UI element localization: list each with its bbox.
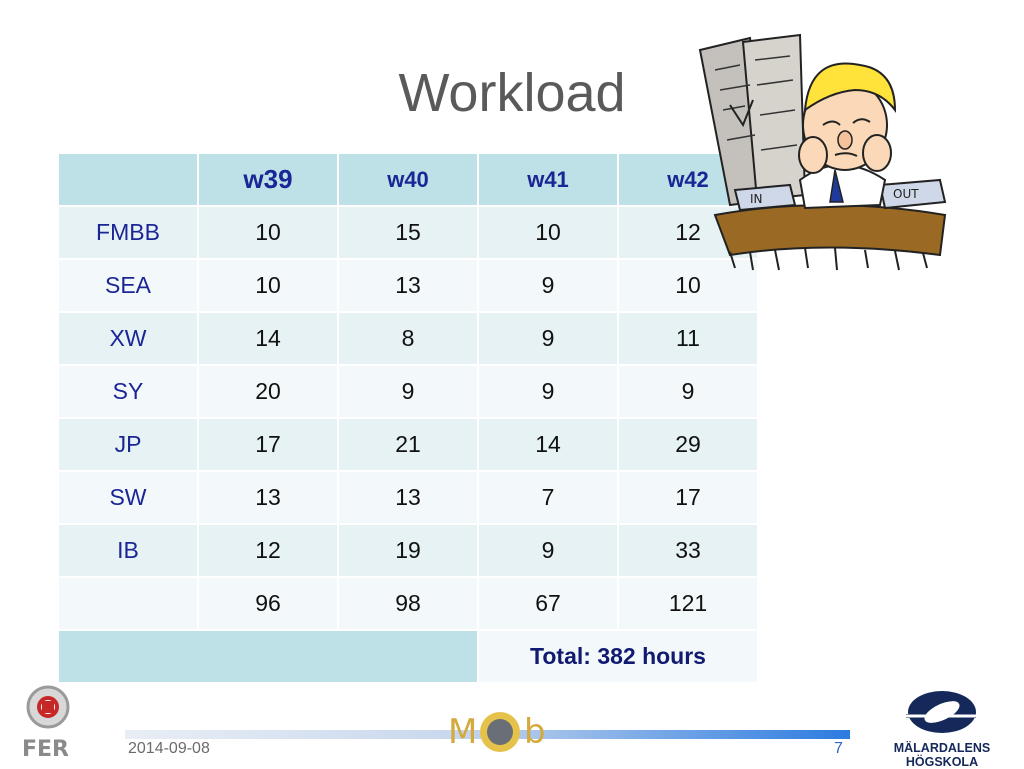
row-label: XW [57,311,199,366]
mdh-logo: MÄLARDALENS HÖGSKOLA [862,688,1022,769]
row-label: IB [57,523,199,578]
cell-value: 13 [197,470,339,525]
workload-table: w39 w40 w41 w42 FMBB 10 15 10 12 SEA 10 … [57,152,759,684]
overworked-clerk-clipart: IN OUT [698,33,947,271]
cell-value: 7 [477,470,619,525]
cell-value: 10 [197,258,339,313]
total-hours: Total: 382 hours [477,629,759,684]
header-row: w39 w40 w41 w42 [57,152,759,207]
total-row: Total: 382 hours [57,629,759,684]
cell-value: 9 [477,258,619,313]
header-cell-w39: w39 [197,152,339,207]
table-row: IB 12 19 9 33 [57,523,759,578]
cell-value: 33 [617,523,759,578]
row-label: JP [57,417,199,472]
cell-value: 21 [337,417,479,472]
table-row: FMBB 10 15 10 12 [57,205,759,260]
cell-value: 8 [337,311,479,366]
header-cell-w40: w40 [337,152,479,207]
sum-value: 121 [617,576,759,631]
table-row: SW 13 13 7 17 [57,470,759,525]
mdh-logo-text: MÄLARDALENS HÖGSKOLA [893,741,991,769]
row-label: SEA [57,258,199,313]
cell-value: 9 [337,364,479,419]
cell-value: 13 [337,470,479,525]
cell-value: 15 [337,205,479,260]
cell-value: 12 [197,523,339,578]
row-label: SY [57,364,199,419]
cell-value: 9 [477,364,619,419]
header-cell-w41: w41 [477,152,619,207]
sum-value: 96 [197,576,339,631]
table-row: JP 17 21 14 29 [57,417,759,472]
cell-value: 20 [197,364,339,419]
row-label: SW [57,470,199,525]
sum-row: 96 98 67 121 [57,576,759,631]
fer-logo: FER [22,685,70,762]
cell-value: 14 [477,417,619,472]
cell-value: 14 [197,311,339,366]
cell-value: 13 [337,258,479,313]
slide-date: 2014-09-08 [128,740,210,757]
cell-value: 9 [477,311,619,366]
table-row: SY 20 9 9 9 [57,364,759,419]
slide-title: Workload [398,63,626,123]
mob-logo-m: M [448,712,477,752]
cell-value: 9 [617,364,759,419]
mdh-emblem-icon [906,691,976,733]
cell-value: 17 [197,417,339,472]
cell-value: 17 [617,470,759,525]
header-cell-empty [57,152,199,207]
table-row: XW 14 8 9 11 [57,311,759,366]
row-label [57,576,199,631]
mob-logo: M b [448,712,546,752]
cell-value: 19 [337,523,479,578]
fer-logo-text: FER [22,737,69,762]
mob-logo-b: b [524,712,546,752]
total-spacer [57,629,479,684]
cell-value: 9 [477,523,619,578]
sum-value: 98 [337,576,479,631]
cell-value: 10 [197,205,339,260]
cell-value: 10 [477,205,619,260]
cell-value: 29 [617,417,759,472]
page-number: 7 [834,740,843,757]
in-tray-label: IN [750,192,763,206]
sum-value: 67 [477,576,619,631]
out-tray-label: OUT [893,187,919,201]
cell-value: 11 [617,311,759,366]
row-label: FMBB [57,205,199,260]
table-row: SEA 10 13 9 10 [57,258,759,313]
